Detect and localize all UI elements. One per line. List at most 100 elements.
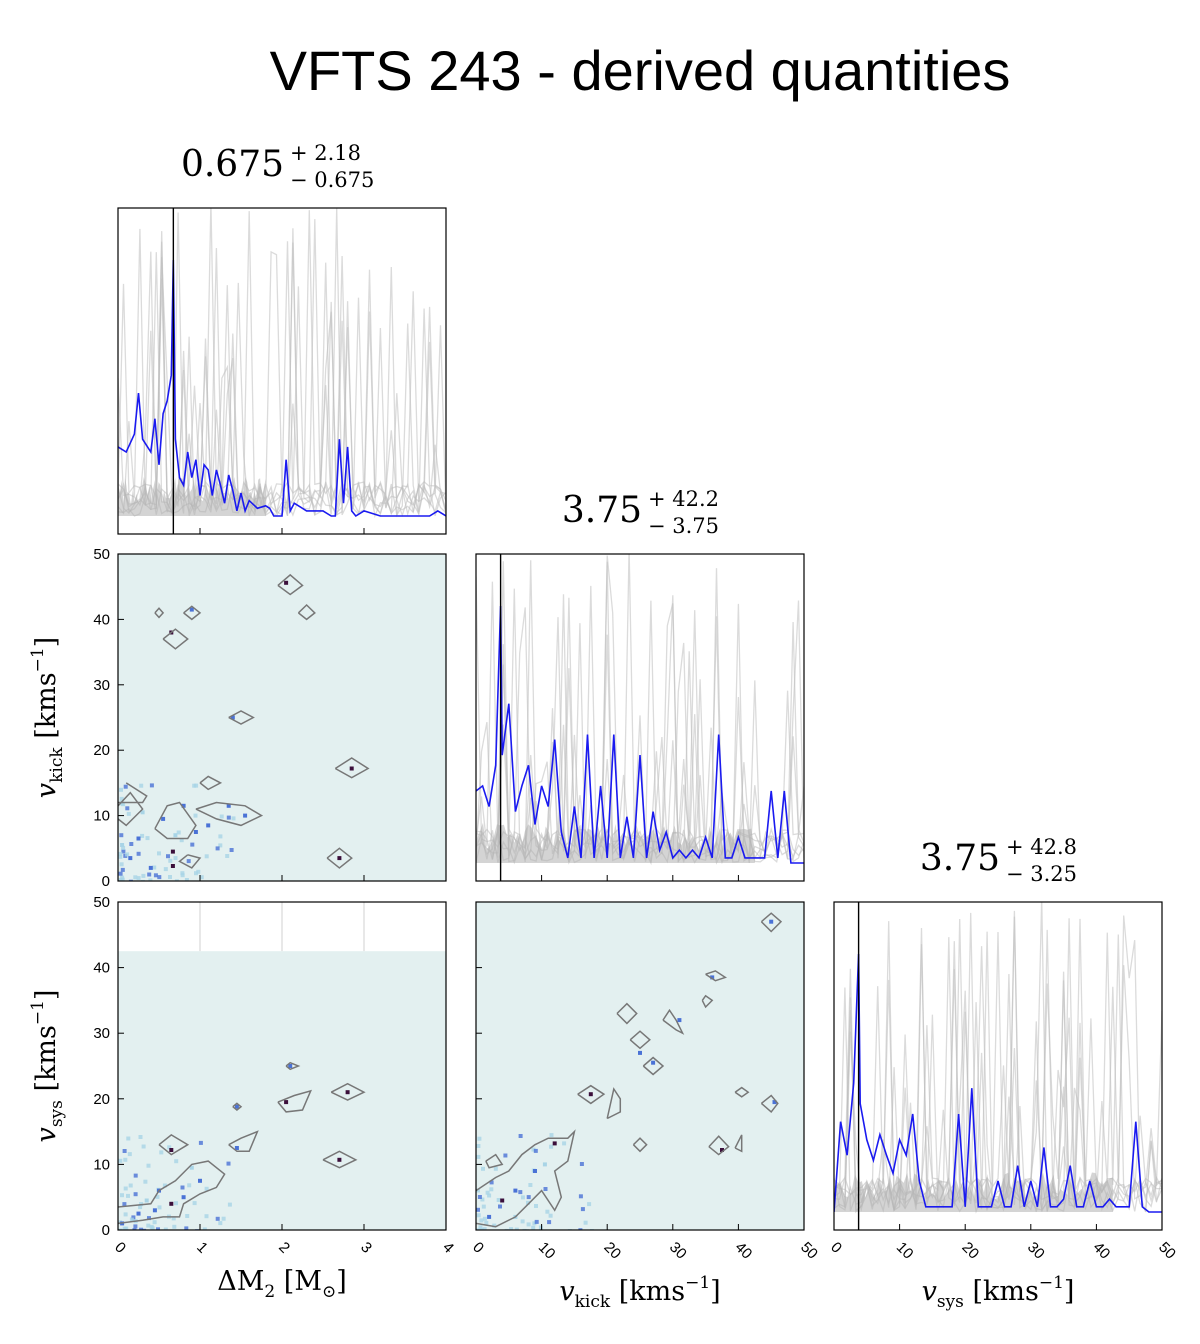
density-cell [487,1193,492,1198]
density-cell [118,854,123,859]
contour-line [285,1061,301,1071]
density-hotspot [120,843,125,847]
density-cell [199,875,204,880]
density-background [476,902,804,1230]
density-cell [514,1227,519,1230]
density-hotspot [189,607,194,612]
density-hotspot [136,1211,141,1216]
density-cell [204,1186,209,1191]
density-cell [204,854,209,859]
joint-dm2-vkick-ytick-label: 10 [93,808,110,825]
joint-dm2-vkick-ytick-label: 30 [93,677,110,694]
contour-line [577,1084,606,1105]
density-cell [171,1216,176,1221]
joint-dm2-vsys-xtick-label: 1 [193,1239,211,1257]
contour-line [118,791,144,827]
density-cell [549,1144,554,1149]
density-hotspot [181,803,186,808]
joint-content [476,902,804,1230]
density-cell [476,1207,480,1212]
density-cell [156,1227,160,1230]
joint-content [118,554,446,881]
contour-line [642,1056,665,1076]
density-cell [122,1149,127,1153]
density-cell [226,815,231,820]
density-hotspot [230,715,235,720]
density-cell [479,1218,484,1223]
density-cell [168,858,173,863]
density-cell [547,1220,552,1225]
density-cell [489,1180,494,1185]
density-cell [173,856,178,861]
density-cell [184,1226,189,1230]
contour-line [334,757,370,779]
density-hotspot [513,1188,518,1193]
density-cell [221,1216,226,1221]
density-cell [149,1224,154,1229]
joint-dm2-vsys-ytick-label: 0 [102,1222,110,1239]
contour-line [199,775,223,791]
density-cell [141,1144,146,1149]
density-cell [526,1222,531,1227]
contour-line [228,710,255,725]
density-cell [157,1205,162,1210]
marginal-vsys-xtick-label: 50 [1155,1239,1179,1263]
contour-line [322,1150,358,1169]
density-cell [518,1134,523,1138]
density-cell [476,1144,481,1148]
density-cell [139,1227,144,1230]
density-cell [157,875,162,880]
density-cell [163,867,168,872]
joint-dm2-vkick-ytick-label: 50 [93,546,110,563]
density-cell [167,1145,172,1150]
density-cell [227,1202,232,1207]
density-background [118,554,446,881]
density-cell [215,846,220,851]
density-cell [118,871,123,876]
density-cell [204,1214,209,1219]
density-hotspot [206,823,211,828]
contour-line [330,1082,366,1101]
contour-line [228,1130,259,1153]
y-axis-label-vsys: vsys [kms−1] [28,990,67,1143]
density-cell [122,1226,127,1230]
joint-dm2-vsys-ytick-label: 20 [93,1091,110,1108]
density-cell [587,1202,592,1207]
joint-vkick-vsys-xtick-label: 10 [535,1239,559,1263]
density-hotspot [169,1148,174,1152]
density-cell [138,1135,143,1139]
density-cell [180,1185,185,1190]
density-cell [152,865,157,870]
density-cell [153,873,158,878]
density-hotspot [173,833,178,838]
density-cell [119,801,124,806]
density-cell [139,783,144,788]
density-cell [231,816,236,821]
density-cell [482,1227,487,1230]
trace-line [118,212,446,516]
x-axis-label-dm2: ΔM2 [M⊙] [217,1266,347,1302]
density-cell [125,852,130,857]
joint-dm2-vsys-xtick-label: 2 [275,1239,293,1257]
contour-line [178,854,202,869]
density-cell [159,1150,164,1155]
marginal-title-plus: + 42.2 [648,487,719,511]
density-cell [196,869,201,874]
trace-band [476,822,755,863]
density-hotspot [588,1092,593,1097]
contour-line [760,912,783,933]
density-cell [193,813,198,818]
density-cell [118,1158,123,1163]
density-cell [184,878,189,881]
density-cell [533,1148,538,1153]
density-hotspot [140,810,145,815]
density-hotspot [136,836,141,841]
density-hotspot [161,816,166,821]
density-cell [476,1228,481,1230]
density-cell [218,1221,223,1226]
density-cell [140,833,145,838]
density-hotspot [337,1157,342,1162]
density-cell [548,1213,553,1218]
marginal-traces-dm2 [118,208,446,519]
marginal-vsys-xtick-label: 0 [827,1239,845,1257]
